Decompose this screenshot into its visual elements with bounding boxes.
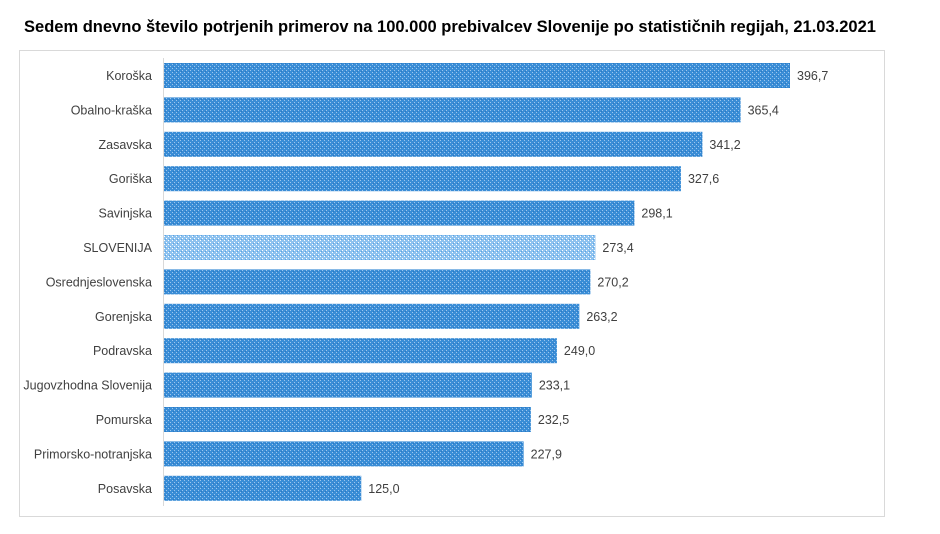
- bar-posavska: [164, 475, 362, 501]
- data-label: 298,1: [641, 207, 672, 221]
- category-label: Posavska: [98, 482, 152, 496]
- chart-frame: [19, 50, 885, 517]
- category-label: Zasavska: [99, 138, 153, 152]
- category-label: SLOVENIJA: [83, 241, 152, 255]
- bar-podravska: [164, 338, 557, 364]
- category-label: Osrednjeslovenska: [46, 275, 152, 289]
- data-label: 233,1: [539, 379, 570, 393]
- category-label: Gorenjska: [95, 310, 152, 324]
- category-label: Savinjska: [99, 207, 153, 221]
- bar-gorenjska: [164, 303, 580, 329]
- data-label: 263,2: [586, 310, 617, 324]
- category-label: Jugovzhodna Slovenija: [23, 379, 152, 393]
- data-label: 249,0: [564, 344, 595, 358]
- category-label: Obalno-kraška: [71, 103, 152, 117]
- category-label: Goriška: [109, 172, 152, 186]
- category-label: Podravska: [93, 344, 152, 358]
- data-label: 273,4: [602, 241, 633, 255]
- data-label: 327,6: [688, 172, 719, 186]
- bar-goriška: [164, 166, 681, 192]
- bar-slovenija: [164, 235, 596, 260]
- bar-zasavska: [164, 131, 703, 157]
- data-label: 227,9: [531, 447, 562, 461]
- category-label: Pomurska: [96, 413, 152, 427]
- category-label: Primorsko-notranjska: [34, 447, 152, 461]
- data-label: 125,0: [368, 482, 399, 496]
- data-label: 270,2: [597, 275, 628, 289]
- bar-pomurska: [164, 407, 531, 432]
- bar-koroška: [164, 63, 790, 88]
- bar-primorsko-notranjska: [164, 441, 524, 467]
- bar-obalno-kraška: [164, 97, 741, 123]
- chart-title: Sedem dnevno število potrjenih primerov …: [24, 18, 876, 36]
- bar-jugovzhodna-slovenija: [164, 372, 532, 398]
- data-label: 396,7: [797, 69, 828, 83]
- category-label: Koroška: [106, 69, 152, 83]
- bar-savinjska: [164, 200, 635, 226]
- data-label: 341,2: [709, 138, 740, 152]
- data-label: 365,4: [748, 103, 779, 117]
- data-label: 232,5: [538, 413, 569, 427]
- bar-osrednjeslovenska: [164, 269, 591, 295]
